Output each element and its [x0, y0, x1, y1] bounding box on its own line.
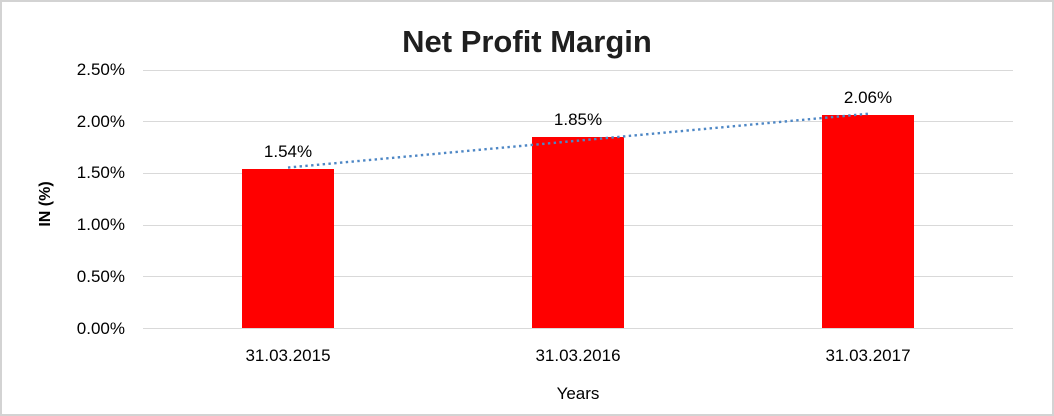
gridline [143, 69, 1013, 71]
bar-value-label: 1.54% [263, 142, 313, 162]
x-axis-category-label: 31.03.2015 [245, 346, 331, 365]
bar [822, 115, 914, 329]
bar [532, 137, 624, 329]
y-tick-label: 1.00% [76, 215, 125, 235]
y-tick-label: 0.50% [76, 266, 125, 286]
gridline [143, 121, 1013, 123]
x-axis-title: Years [556, 384, 600, 403]
chart-title: Net Profit Margin [402, 24, 652, 59]
y-tick-label: 1.50% [76, 163, 125, 183]
bar [242, 169, 334, 329]
y-tick-label: 2.00% [76, 111, 125, 131]
bar-value-label: 1.85% [553, 110, 603, 130]
bar-value-label: 2.06% [843, 88, 893, 108]
gridline [143, 328, 1013, 329]
x-axis-category-label: 31.03.2017 [825, 346, 911, 365]
x-axis-category-label: 31.03.2016 [535, 346, 621, 365]
y-tick-label: 0.00% [76, 318, 125, 338]
y-tick-label: 2.50% [76, 60, 125, 79]
trendline-path [287, 112, 869, 169]
